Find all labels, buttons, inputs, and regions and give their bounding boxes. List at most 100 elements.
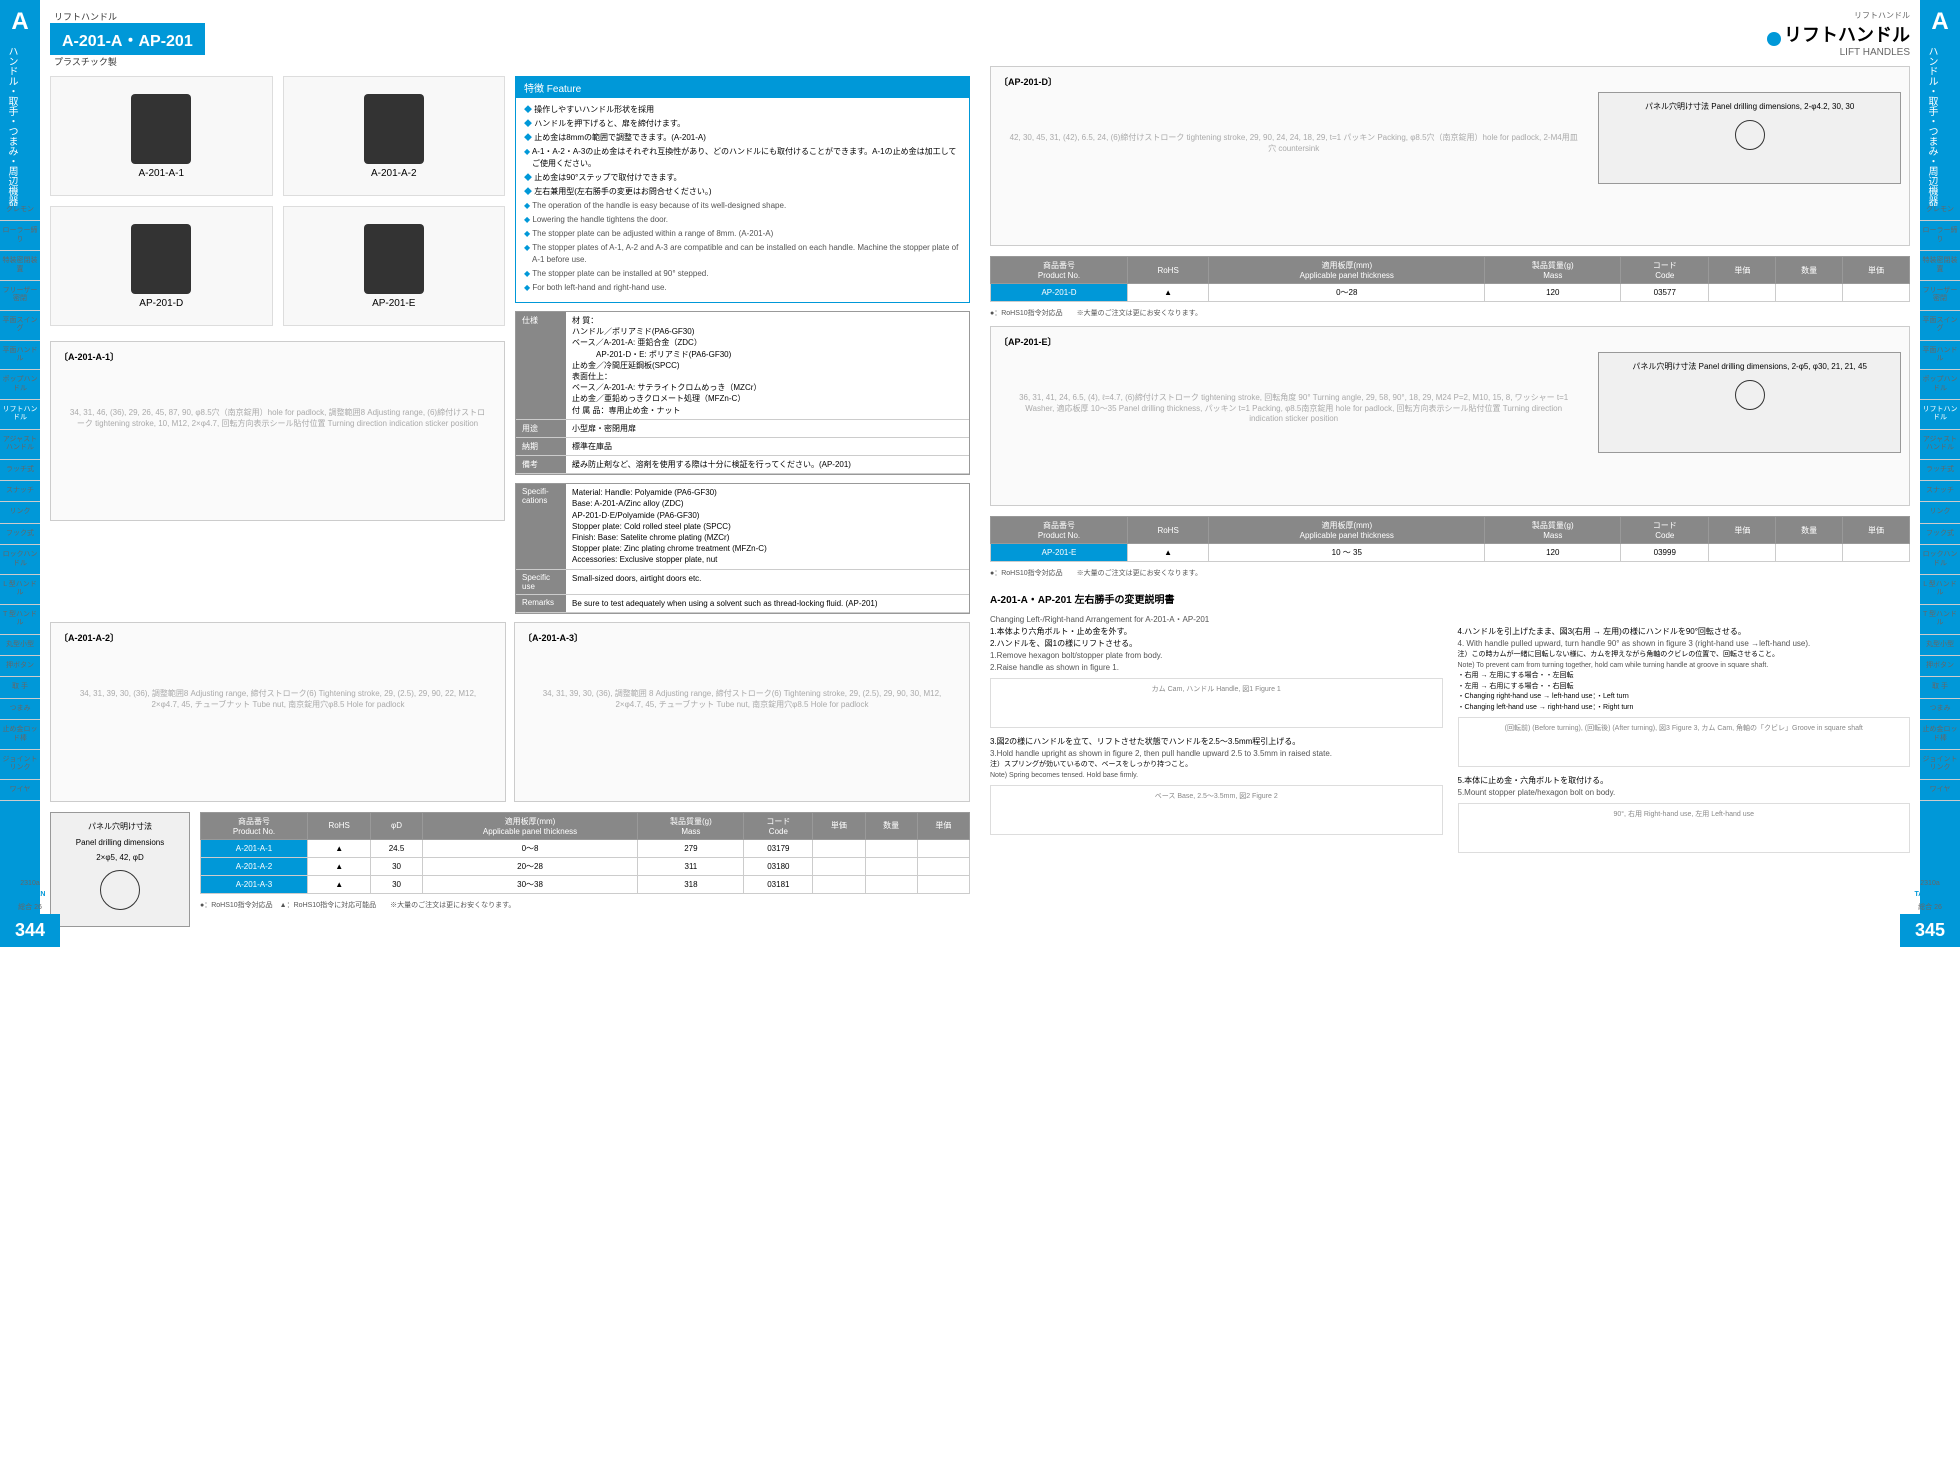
table-header: 単価 bbox=[1843, 517, 1910, 544]
table-note-e: ●：RoHS10指令対応品 ※大量のご注文は更にお安くなります。 bbox=[990, 568, 1910, 578]
content-columns: A-201-A-1 A-201-A-2 AP-201-D AP-201-E 〔A… bbox=[50, 76, 970, 622]
sidebar-item: リンク bbox=[0, 502, 40, 523]
product-table-e: 商品番号 Product No.RoHS適用板厚(mm) Applicable … bbox=[990, 516, 1910, 562]
sidebar-item: アジャストハンドル bbox=[0, 430, 40, 460]
table-cell bbox=[1776, 544, 1843, 562]
photo-a201a2: A-201-A-2 bbox=[283, 76, 506, 196]
sidebar-item: 平面スイング bbox=[1920, 311, 1960, 341]
table-header: コード Code bbox=[1621, 517, 1709, 544]
table-cell bbox=[865, 857, 917, 875]
tech-drawing-dims: 34, 31, 39, 30, (36), 調整範囲 8 Adjusting r… bbox=[523, 648, 961, 750]
spec-table-en: Specifi- cationsMaterial: Handle: Polyam… bbox=[515, 483, 970, 614]
table-header: RoHS bbox=[1128, 517, 1209, 544]
photo-a201a1: A-201-A-1 bbox=[50, 76, 273, 196]
sidebar-left: クレモンローラー締り特装密閉装置フリーザー密閉平面スイング平面ハンドルポップハン… bbox=[0, 200, 40, 801]
table-cell: AP-201-D bbox=[991, 284, 1128, 302]
feature-item-en: The stopper plates of A-1, A-2 and A-3 a… bbox=[524, 242, 961, 266]
tech-drawing-dims: 34, 31, 46, (36), 29, 26, 45, 87, 90, φ8… bbox=[59, 367, 496, 469]
sidebar-item: つまみ bbox=[0, 699, 40, 720]
feature-item-en: The operation of the handle is easy beca… bbox=[524, 200, 961, 212]
sidebar-item: L 型ハンドル bbox=[1920, 575, 1960, 605]
table-row: A-201-A-1▲24.50～827903179 bbox=[201, 839, 970, 857]
product-table-left: 商品番号 Product No.RoHSφD適用板厚(mm) Applicabl… bbox=[200, 812, 970, 894]
spec-row: 用途小型扉・密閉用扉 bbox=[516, 420, 969, 438]
drawing-a201a2: 〔A-201-A-2〕 34, 31, 39, 30, (36), 調整範囲8 … bbox=[50, 622, 506, 802]
sidebar-item: スナッチ bbox=[1920, 481, 1960, 502]
sidebar-item: 平面スイング bbox=[0, 311, 40, 341]
sidebar-item: T 型ハンドル bbox=[1920, 605, 1960, 635]
sidebar-item: フック式 bbox=[0, 524, 40, 545]
table-cell bbox=[813, 875, 865, 893]
table-cell bbox=[917, 839, 969, 857]
feature-item-en: The stopper plate can be installed at 90… bbox=[524, 268, 961, 280]
table-cell: 03999 bbox=[1621, 544, 1709, 562]
table-cell bbox=[813, 857, 865, 875]
panel-detail: 2×φ5, 42, φD bbox=[59, 853, 181, 862]
subtitle: プラスチック製 bbox=[54, 55, 205, 68]
drilling-diagram bbox=[100, 870, 140, 910]
table-header: 数量 bbox=[1776, 257, 1843, 284]
table-cell: 30～38 bbox=[422, 875, 638, 893]
feature-item-jp: 止め金は8mmの範囲で調整できます。(A-201-A) bbox=[524, 132, 961, 144]
table-header: 商品番号 Product No. bbox=[991, 257, 1128, 284]
table-header: RoHS bbox=[1128, 257, 1209, 284]
sidebar-item: ポップハンドル bbox=[0, 370, 40, 400]
sidebar-item: ロックハンドル bbox=[1920, 545, 1960, 575]
footer-left: 2310a TAKIGEN 総合 26 344 bbox=[0, 878, 60, 947]
tech-drawing-dims: 34, 31, 39, 30, (36), 調整範囲8 Adjusting ra… bbox=[59, 648, 497, 750]
table-cell bbox=[1843, 284, 1910, 302]
panel-drilling-e: パネル穴明け寸法 Panel drilling dimensions, 2-φ5… bbox=[1598, 352, 1901, 453]
sidebar-item: T 型ハンドル bbox=[0, 605, 40, 635]
table-cell: 120 bbox=[1485, 284, 1621, 302]
page-number: 344 bbox=[0, 914, 60, 947]
photo-ap201e: AP-201-E bbox=[283, 206, 506, 326]
table-cell bbox=[1843, 544, 1910, 562]
title-jp: リフトハンドル bbox=[1784, 25, 1910, 45]
table-cell: ▲ bbox=[1128, 284, 1209, 302]
table-header: コード Code bbox=[1621, 257, 1709, 284]
table-cell bbox=[1709, 544, 1776, 562]
spec-value: Material: Handle: Polyamide (PA6-GF30) B… bbox=[566, 484, 969, 568]
sidebar-item: クレモン bbox=[1920, 200, 1960, 221]
sidebar-item: 押ボタン bbox=[0, 656, 40, 677]
drawing-a201a1: 〔A-201-A-1〕 34, 31, 46, (36), 29, 26, 45… bbox=[50, 341, 505, 521]
feature-item-en: Lowering the handle tightens the door. bbox=[524, 214, 961, 226]
photo-ap201d: AP-201-D bbox=[50, 206, 273, 326]
table-header: 単価 bbox=[917, 812, 969, 839]
table-cell: A-201-A-1 bbox=[201, 839, 308, 857]
table-cell: 0～8 bbox=[422, 839, 638, 857]
sidebar-item: 特装密閉装置 bbox=[0, 251, 40, 281]
catalog-spread: A ハンドル・取手・つまみ・周辺機器 クレモンローラー締り特装密閉装置フリーザー… bbox=[0, 0, 1960, 947]
tab-letter: A bbox=[4, 8, 36, 36]
table-header: 数量 bbox=[865, 812, 917, 839]
instruction-col-right: 4.ハンドルを引上げたまま、図3(右用 → 左用)の様にハンドルを90°回転させ… bbox=[1458, 626, 1911, 861]
drawing-ap201e: 〔AP-201-E〕 36, 31, 41, 24, 6.5, (4), ℓ=4… bbox=[990, 326, 1910, 506]
table-cell: 20～28 bbox=[422, 857, 638, 875]
table-header: RoHS bbox=[308, 812, 371, 839]
spec-table: 仕様材 質： ハンドル／ポリアミド(PA6-GF30) ベース／A-201-A:… bbox=[515, 311, 970, 475]
tech-drawing-dims: 42, 30, 45, 31, (42), 6.5, 24, (6)締付けストロ… bbox=[999, 92, 1588, 194]
page-right: A ハンドル・取手・つまみ・周辺機器 クレモンローラー締り特装密閉装置フリーザー… bbox=[980, 0, 1960, 947]
instruction-step: 3.図2の様にハンドルを立て、リフトさせた状態でハンドルを2.5～3.5mm程引… bbox=[990, 736, 1443, 835]
table-container: 商品番号 Product No.RoHSφD適用板厚(mm) Applicabl… bbox=[200, 812, 970, 918]
sidebar-item: ローラー締り bbox=[0, 221, 40, 251]
sidebar-item: 止め金ロッド棒 bbox=[1920, 720, 1960, 750]
table-cell: 30 bbox=[371, 857, 422, 875]
sidebar-item: 丸型小型 bbox=[0, 635, 40, 656]
instruction-step: 4.ハンドルを引上げたまま、図3(右用 → 左用)の様にハンドルを90°回転させ… bbox=[1458, 626, 1911, 767]
sidebar-item: 止め金ロッド棒 bbox=[0, 720, 40, 750]
table-cell: A-201-A-2 bbox=[201, 857, 308, 875]
spec-label: 納期 bbox=[516, 438, 566, 455]
table-note: ●：RoHS10指令対応品 ▲：RoHS10指令に対応可能品 ※大量のご注文は更… bbox=[200, 900, 970, 910]
sidebar-item: ジョイントリンク bbox=[0, 750, 40, 780]
sidebar-item: リンク bbox=[1920, 502, 1960, 523]
spec-row: RemarksBe sure to test adequately when u… bbox=[516, 595, 969, 613]
sidebar-right: クレモンローラー締り特装密閉装置フリーザー密閉平面スイング平面ハンドルポップハン… bbox=[1920, 200, 1960, 801]
table-header: 製品質量(g) Mass bbox=[638, 812, 744, 839]
table-header: 単価 bbox=[1843, 257, 1910, 284]
table-row: A-201-A-2▲3020～2831103180 bbox=[201, 857, 970, 875]
table-header: 製品質量(g) Mass bbox=[1485, 257, 1621, 284]
spec-row: 備考緩み防止剤など、溶剤を使用する際は十分に検証を行ってください。(AP-201… bbox=[516, 456, 969, 474]
right-column: 特徴 Feature 操作しやすいハンドル形状を採用ハンドルを押下げると、扉を締… bbox=[515, 76, 970, 622]
table-cell bbox=[865, 875, 917, 893]
